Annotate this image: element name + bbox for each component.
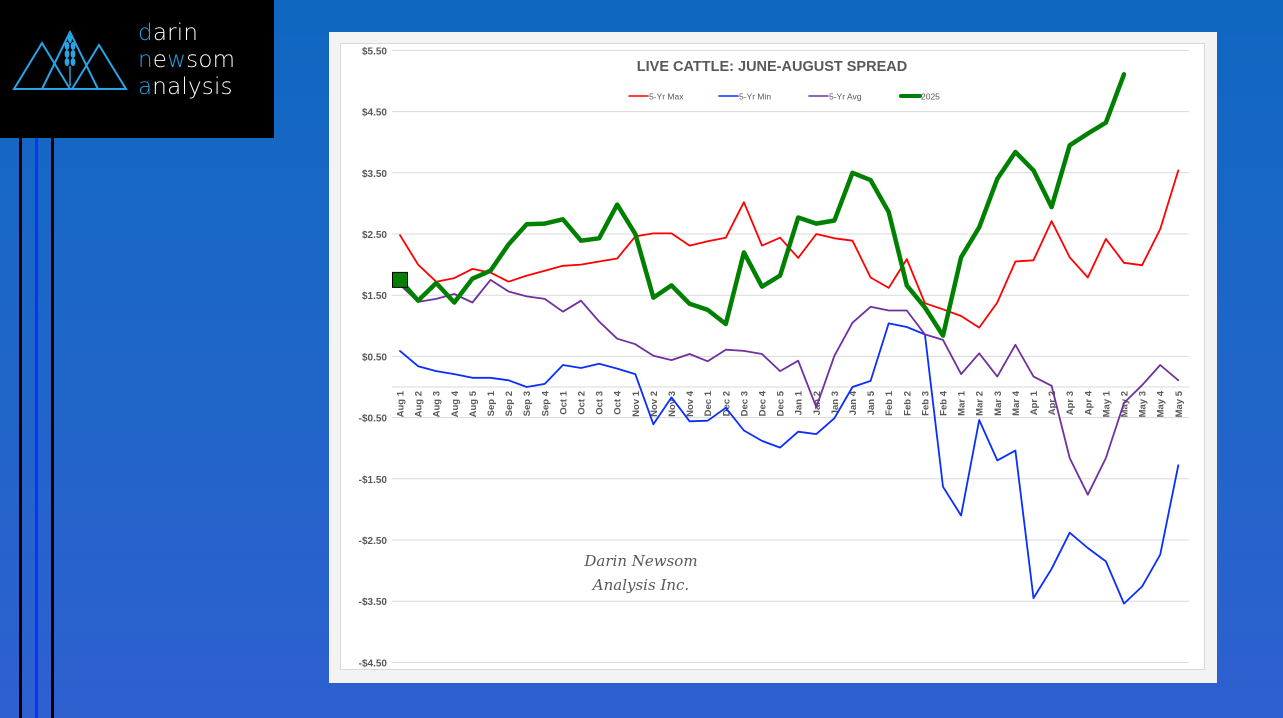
x-tick-label: Apr 1 — [1029, 390, 1040, 415]
brand-line-3: analysis — [138, 74, 233, 100]
legend-label: 5-Yr Min — [739, 92, 771, 102]
brand-line-2: newsom — [138, 47, 236, 73]
x-tick-label: Aug 5 — [468, 390, 479, 417]
decorative-line-blue — [35, 138, 38, 718]
y-tick-label: -$1.50 — [359, 475, 388, 486]
x-tick-label: May 3 — [1138, 391, 1149, 417]
x-tick-label: Feb 3 — [920, 391, 931, 416]
chart-plot-area: $5.50 $4.50 $3.50 $2.50 $1.50 $0.50 -$0.50 -$1.… — [340, 43, 1205, 670]
x-tick-label: Oct 3 — [595, 391, 606, 415]
x-tick-label: Sep 4 — [540, 390, 551, 416]
x-tick-label: Feb 4 — [939, 390, 950, 416]
x-tick-label: Mar 2 — [975, 391, 986, 416]
brand-name: darin newsom analysis — [138, 20, 235, 101]
x-tick-label: Oct 2 — [577, 391, 588, 415]
y-tick-label: -$2.50 — [359, 536, 388, 547]
x-tick-label: May 4 — [1156, 390, 1167, 417]
x-tick-label: May 1 — [1101, 390, 1112, 417]
brand-line-1: darin — [138, 20, 199, 46]
x-tick-label: Oct 1 — [558, 390, 569, 414]
x-tick-label: Jan 5 — [866, 390, 877, 415]
x-tick-label: Aug 2 — [414, 391, 425, 417]
watermark: Darin Newsom Analysis Inc. — [546, 549, 736, 597]
x-tick-label: May 2 — [1120, 391, 1131, 417]
x-tick-label: Jan 3 — [830, 391, 841, 415]
legend-label: 2025 — [921, 92, 940, 102]
y-tick-label: -$4.50 — [359, 658, 388, 669]
legend-label: 5-Yr Max — [649, 92, 684, 102]
watermark-line-2: Analysis Inc. — [592, 576, 690, 594]
x-tick-label: Oct 4 — [613, 390, 624, 414]
y-tick-label: $5.50 — [362, 46, 387, 57]
x-tick-label: Mar 1 — [957, 390, 968, 416]
line-chart: $5.50 $4.50 $3.50 $2.50 $1.50 $0.50 -$0.50 -$1.… — [359, 46, 1189, 669]
legend-label: 5-Yr Avg — [829, 92, 862, 102]
y-tick-label: $4.50 — [362, 108, 387, 119]
x-tick-label: Aug 4 — [450, 390, 461, 417]
series-line-5-yr-min — [399, 322, 1180, 605]
x-tick-label: Mar 3 — [993, 391, 1004, 416]
x-tick-label: Sep 2 — [504, 391, 515, 416]
x-tick-label: Dec 4 — [758, 390, 769, 416]
decorative-line-black-right — [51, 138, 54, 718]
y-tick-label: -$0.50 — [359, 414, 388, 425]
x-tick-label: Dec 5 — [776, 390, 787, 416]
x-tick-label: Jan 4 — [848, 390, 859, 415]
series-marker-2025-first-point — [392, 271, 408, 288]
chart-title: LIVE CATTLE: JUNE-AUGUST SPREAD — [637, 59, 907, 75]
decorative-line-black-left — [19, 138, 22, 718]
x-tick-label: Nov 3 — [667, 391, 678, 417]
x-tick-label: Apr 2 — [1047, 391, 1058, 415]
x-tick-label: Feb 1 — [884, 390, 895, 416]
x-tick-label: May 5 — [1174, 390, 1185, 417]
y-tick-label: $1.50 — [362, 291, 387, 302]
x-tick-label: Sep 3 — [522, 391, 533, 416]
x-tick-label: Apr 3 — [1065, 391, 1076, 415]
x-tick-label: Dec 1 — [703, 390, 714, 416]
x-tick-label: Dec 2 — [721, 391, 732, 416]
brand-logo: darin newsom analysis — [0, 0, 274, 138]
x-tick-label: Feb 2 — [902, 391, 913, 416]
x-tick-label: Mar 4 — [1011, 390, 1022, 416]
chart-panel: $5.50 $4.50 $3.50 $2.50 $1.50 $0.50 -$0.50 -$1.… — [329, 32, 1217, 683]
series-line-5-yr-avg — [399, 278, 1180, 496]
watermark-line-1: Darin Newsom — [584, 552, 698, 570]
y-tick-label: $0.50 — [362, 352, 387, 363]
x-tick-label: Aug 3 — [432, 391, 443, 417]
x-tick-label: Aug 1 — [396, 390, 407, 417]
x-tick-label: Jan 1 — [794, 390, 805, 415]
x-tick-label: Apr 4 — [1083, 390, 1094, 415]
series-line-2025 — [397, 72, 1127, 338]
x-tick-label: Dec 3 — [739, 391, 750, 416]
y-tick-label: -$3.50 — [359, 597, 388, 608]
x-tick-label: Nov 4 — [685, 390, 696, 417]
x-tick-label: Nov 2 — [649, 391, 660, 417]
y-tick-label: $2.50 — [362, 230, 387, 241]
y-tick-label: $3.50 — [362, 169, 387, 180]
x-tick-label: Nov 1 — [631, 390, 642, 417]
mountains-wheat-icon — [12, 30, 128, 90]
x-tick-label: Sep 1 — [486, 390, 497, 416]
